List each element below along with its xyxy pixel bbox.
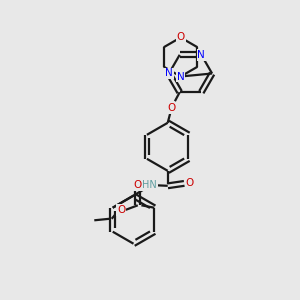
Text: O: O (134, 180, 142, 190)
Text: N: N (177, 71, 184, 82)
Text: N: N (197, 50, 205, 60)
Text: HN: HN (142, 180, 157, 190)
Text: O: O (167, 103, 176, 113)
Text: O: O (117, 205, 125, 215)
Text: N: N (165, 68, 173, 79)
Text: O: O (185, 178, 194, 188)
Text: O: O (176, 32, 185, 43)
